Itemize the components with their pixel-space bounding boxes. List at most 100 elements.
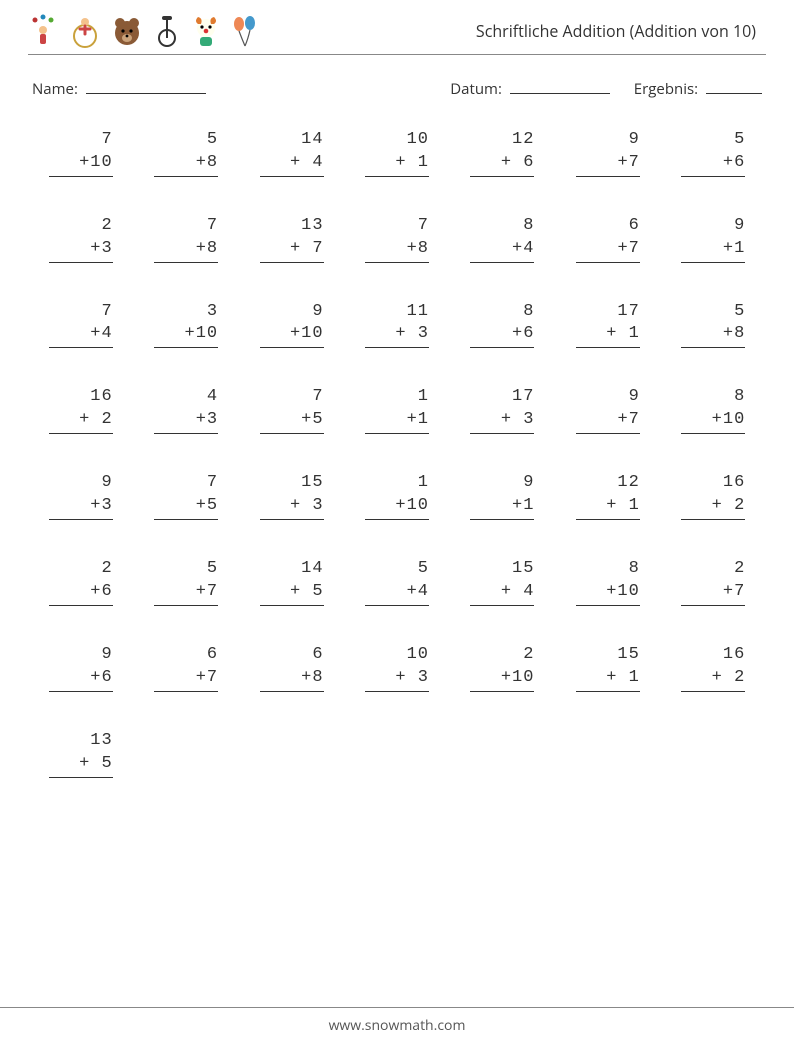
addend-bottom: + 1 — [576, 495, 640, 520]
addition-problem: 15+ 4 — [470, 558, 534, 606]
addend-top: 2 — [49, 558, 113, 581]
addition-problem: 7+8 — [365, 215, 429, 263]
addend-top: 8 — [576, 558, 640, 581]
addition-problem: 7+8 — [154, 215, 218, 263]
addend-top: 11 — [365, 301, 429, 324]
addend-top: 6 — [154, 644, 218, 667]
addend-top: 1 — [365, 472, 429, 495]
addend-top: 7 — [365, 215, 429, 238]
addend-bottom: +7 — [576, 238, 640, 263]
addition-problem: 5+7 — [154, 558, 218, 606]
score-label: Ergebnis: — [634, 79, 698, 99]
addend-bottom: + 2 — [681, 667, 745, 692]
date-label: Datum: — [450, 79, 502, 99]
addend-top: 7 — [154, 215, 218, 238]
addition-problem: 2+7 — [681, 558, 745, 606]
addend-bottom: + 4 — [470, 581, 534, 606]
addend-bottom: +8 — [154, 152, 218, 177]
addition-problem: 8+4 — [470, 215, 534, 263]
addition-problem: 8+10 — [576, 558, 640, 606]
addend-top: 16 — [681, 472, 745, 495]
addition-problem: 14+ 4 — [260, 129, 324, 177]
clown-icon — [190, 14, 222, 48]
addition-problem: 6+7 — [576, 215, 640, 263]
addend-top: 13 — [49, 730, 113, 753]
addend-bottom: +3 — [154, 409, 218, 434]
addend-top: 16 — [681, 644, 745, 667]
addend-bottom: + 1 — [576, 323, 640, 348]
addition-problem: 16+ 2 — [681, 644, 745, 692]
addend-bottom: + 2 — [681, 495, 745, 520]
bear-icon — [110, 14, 144, 48]
juggler-icon — [28, 14, 60, 48]
addend-top: 9 — [470, 472, 534, 495]
addition-problem: 9+6 — [49, 644, 113, 692]
addend-top: 5 — [681, 129, 745, 152]
addition-problem: 3+10 — [154, 301, 218, 349]
addend-top: 7 — [260, 386, 324, 409]
addend-bottom: +8 — [260, 667, 324, 692]
addend-top: 17 — [576, 301, 640, 324]
addend-top: 5 — [365, 558, 429, 581]
addend-top: 7 — [49, 129, 113, 152]
addend-bottom: + 5 — [49, 753, 113, 778]
addend-top: 7 — [49, 301, 113, 324]
addition-problem: 12+ 1 — [576, 472, 640, 520]
unicycle-icon — [152, 14, 182, 48]
addend-bottom: + 3 — [470, 409, 534, 434]
addition-problem: 5+8 — [681, 301, 745, 349]
addend-bottom: + 5 — [260, 581, 324, 606]
addition-problem: 7+4 — [49, 301, 113, 349]
header-bar: Schriftliche Addition (Addition von 10) — [28, 14, 766, 55]
addition-problem: 4+3 — [154, 386, 218, 434]
addend-top: 9 — [49, 644, 113, 667]
addition-problem: 1+10 — [365, 472, 429, 520]
addition-problem: 11+ 3 — [365, 301, 429, 349]
addend-bottom: + 6 — [470, 152, 534, 177]
score-blank[interactable] — [706, 77, 762, 94]
addend-top: 8 — [470, 301, 534, 324]
addend-bottom: +10 — [681, 409, 745, 434]
header-icons — [28, 14, 260, 48]
addend-bottom: + 2 — [49, 409, 113, 434]
worksheet-title: Schriftliche Addition (Addition von 10) — [476, 20, 756, 42]
addend-bottom: + 4 — [260, 152, 324, 177]
addition-problem: 5+6 — [681, 129, 745, 177]
addition-problem: 16+ 2 — [681, 472, 745, 520]
addend-bottom: +1 — [365, 409, 429, 434]
addend-bottom: +4 — [49, 323, 113, 348]
addend-bottom: +3 — [49, 238, 113, 263]
addition-problem: 6+8 — [260, 644, 324, 692]
addition-problem: 14+ 5 — [260, 558, 324, 606]
addition-problem: 8+10 — [681, 386, 745, 434]
addition-problem: 10+ 3 — [365, 644, 429, 692]
addend-bottom: +7 — [576, 152, 640, 177]
addition-problem: 9+10 — [260, 301, 324, 349]
addend-bottom: +7 — [154, 667, 218, 692]
addend-bottom: +6 — [681, 152, 745, 177]
addition-problem: 15+ 1 — [576, 644, 640, 692]
addend-top: 10 — [365, 644, 429, 667]
addend-top: 5 — [154, 558, 218, 581]
addition-problem: 10+ 1 — [365, 129, 429, 177]
addition-problem: 7+10 — [49, 129, 113, 177]
addend-bottom: +10 — [260, 323, 324, 348]
addition-problem: 13+ 7 — [260, 215, 324, 263]
addend-bottom: +8 — [681, 323, 745, 348]
addend-bottom: +4 — [470, 238, 534, 263]
addend-bottom: + 1 — [365, 152, 429, 177]
addend-bottom: +6 — [49, 581, 113, 606]
addend-bottom: + 7 — [260, 238, 324, 263]
addend-bottom: +1 — [681, 238, 745, 263]
addition-problem: 12+ 6 — [470, 129, 534, 177]
addition-problem: 7+5 — [260, 386, 324, 434]
date-blank[interactable] — [510, 77, 610, 94]
addition-problem: 9+1 — [470, 472, 534, 520]
addend-bottom: + 3 — [260, 495, 324, 520]
name-blank[interactable] — [86, 77, 206, 94]
addend-bottom: +6 — [470, 323, 534, 348]
addend-bottom: +8 — [365, 238, 429, 263]
addend-top: 9 — [576, 129, 640, 152]
addend-top: 9 — [260, 301, 324, 324]
addition-problem: 17+ 1 — [576, 301, 640, 349]
